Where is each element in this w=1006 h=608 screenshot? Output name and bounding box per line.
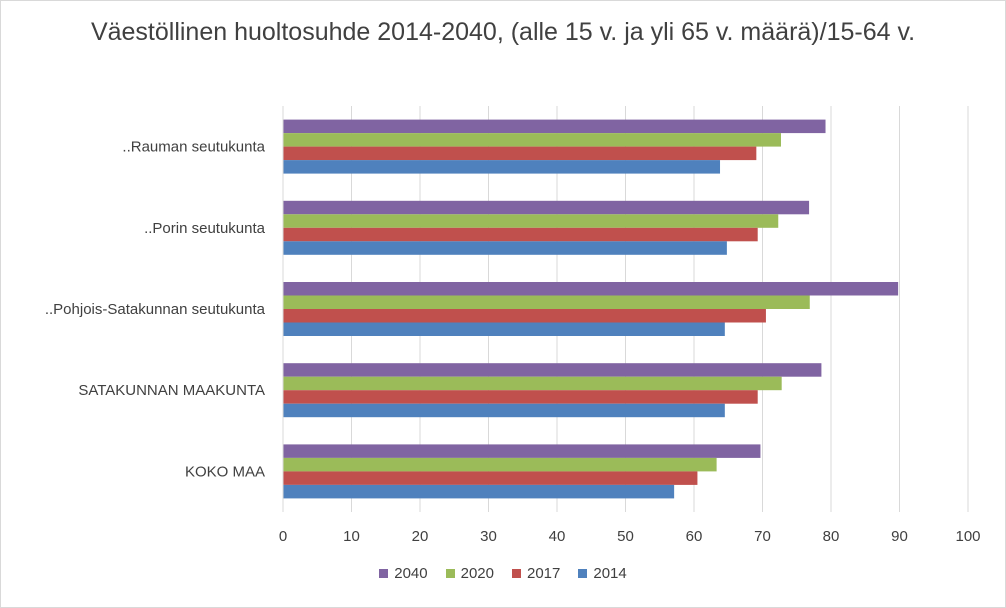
legend-item-2040: 2040	[379, 565, 428, 582]
bar-2017	[283, 471, 698, 485]
legend-label: 2040	[394, 565, 428, 582]
category-label: KOKO MAA	[185, 463, 265, 480]
legend-item-2017: 2017	[512, 565, 560, 582]
x-tick-label: 70	[754, 528, 771, 545]
x-tick-label: 60	[686, 528, 703, 545]
bar-2017	[283, 309, 766, 323]
bar-2017	[283, 227, 758, 242]
x-tick-label: 0	[279, 528, 287, 545]
x-tick-label: 90	[891, 528, 908, 545]
bar-2014	[283, 403, 725, 418]
bar-2040	[283, 119, 826, 134]
x-tick-label: 30	[480, 528, 497, 545]
x-tick-label: 10	[343, 528, 360, 545]
legend-swatch	[379, 569, 389, 578]
category-label: ..Porin seutukunta	[144, 220, 266, 237]
category-label: ..Rauman seutukunta	[122, 139, 265, 156]
x-tick-label: 20	[412, 528, 429, 545]
bar-2017	[283, 146, 757, 161]
bar-2040	[283, 444, 761, 458]
legend: 2040 2020 2017 2014	[0, 565, 1006, 582]
bar-2020	[283, 133, 781, 147]
bar-2040	[283, 363, 822, 377]
bar-2020	[283, 376, 782, 391]
bar-2017	[283, 390, 758, 404]
bar-2014	[283, 322, 725, 336]
bar-2040	[283, 200, 810, 215]
legend-item-2014: 2014	[578, 565, 627, 582]
category-label: SATAKUNNAN MAAKUNTA	[78, 382, 265, 399]
bar-2040	[283, 282, 899, 296]
x-tick-label: 80	[823, 528, 840, 545]
legend-swatch	[578, 569, 588, 578]
bar-2014	[283, 160, 721, 174]
legend-label: 2020	[460, 565, 494, 582]
legend-label: 2014	[593, 565, 627, 582]
bar-2020	[283, 295, 810, 309]
x-tick-label: 100	[955, 528, 980, 545]
legend-label: 2017	[527, 565, 561, 582]
category-label: ..Pohjois-Satakunnan seutukunta	[45, 301, 266, 318]
bar-2014	[283, 241, 727, 255]
legend-swatch	[512, 569, 521, 578]
legend-item-2020: 2020	[445, 565, 494, 582]
chart-title: Väestöllinen huoltosuhde 2014-2040, (all…	[90, 18, 916, 46]
legend-swatch	[445, 569, 455, 578]
bar-2014	[283, 484, 675, 499]
bar-2020	[283, 457, 717, 472]
x-tick-label: 50	[617, 528, 634, 545]
bar-2020	[283, 214, 779, 228]
x-tick-label: 40	[549, 528, 566, 545]
